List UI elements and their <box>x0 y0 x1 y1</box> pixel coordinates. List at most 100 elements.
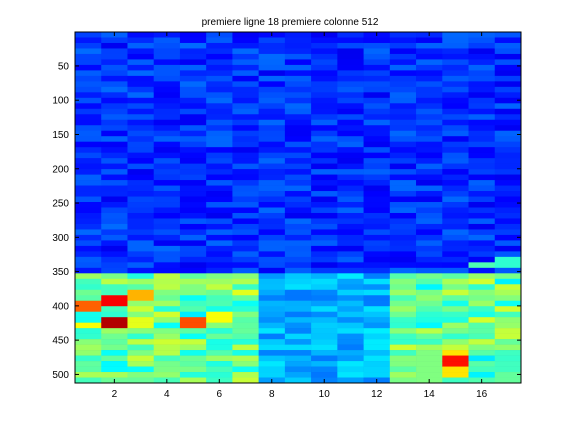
heatmap-cell <box>206 328 233 334</box>
x-tick-label: 14 <box>424 389 436 400</box>
heatmap-cell <box>258 37 286 44</box>
heatmap-cell <box>101 300 128 307</box>
heatmap-cell <box>311 59 338 66</box>
heatmap-cell <box>127 317 155 323</box>
heatmap-cell <box>101 191 128 197</box>
heatmap-cell <box>284 234 312 241</box>
heatmap-cell <box>389 229 417 236</box>
heatmap-cell <box>179 108 207 115</box>
heatmap-cell <box>494 130 522 137</box>
heatmap-cell <box>284 207 312 214</box>
heatmap-cell <box>101 64 128 71</box>
heatmap-cell <box>494 350 522 356</box>
x-axis-ticks: 2 4 6 8 10 12 14 16 <box>112 32 488 400</box>
heatmap-cell <box>389 70 417 77</box>
heatmap-cell <box>363 180 391 186</box>
heatmap-cell <box>153 169 181 175</box>
heatmap-cell <box>206 158 233 164</box>
y-tick-label: 50 <box>58 61 70 72</box>
heatmap-cell <box>206 196 233 203</box>
heatmap-cell <box>75 92 102 99</box>
heatmap-cell <box>258 180 286 186</box>
heatmap-cell <box>389 295 417 302</box>
heatmap-cell <box>311 234 338 241</box>
heatmap-cell <box>389 64 417 71</box>
heatmap-cell <box>311 278 338 285</box>
heatmap-cell <box>75 267 102 274</box>
heatmap-cell <box>389 59 417 66</box>
heatmap-cell <box>232 191 259 197</box>
heatmap-cell <box>284 48 312 55</box>
heatmap-cell <box>101 163 128 170</box>
heatmap-cell <box>468 207 496 214</box>
heatmap-cell <box>363 130 391 137</box>
heatmap-cell <box>179 70 207 77</box>
heatmap-cell <box>363 333 391 340</box>
heatmap-cell <box>153 223 181 230</box>
heatmap-cell <box>127 311 155 318</box>
heatmap-cell <box>468 75 496 82</box>
heatmap-cell <box>416 119 443 126</box>
heatmap-cell <box>127 125 155 132</box>
heatmap-cell <box>389 251 417 258</box>
heatmap-cell <box>232 284 259 291</box>
heatmap-cell <box>416 163 443 170</box>
heatmap-cell <box>389 278 417 285</box>
heatmap-cell <box>442 207 469 214</box>
heatmap-cell <box>416 355 443 362</box>
heatmap-cell <box>179 339 207 345</box>
heatmap-cell <box>494 92 522 99</box>
heatmap-cell <box>442 86 469 93</box>
heatmap-cell <box>337 59 364 66</box>
heatmap-cell <box>75 240 102 247</box>
heatmap-cell <box>206 125 233 132</box>
heatmap-cell <box>127 196 155 203</box>
heatmap-cell <box>101 333 128 340</box>
heatmap-cell <box>232 377 259 384</box>
heatmap-cell <box>468 81 496 88</box>
heatmap-cell <box>389 125 417 132</box>
heatmap-cell <box>258 48 286 55</box>
heatmap-cell <box>416 75 443 82</box>
heatmap-cell <box>337 251 364 258</box>
heatmap-cell <box>153 86 181 93</box>
heatmap-cell <box>101 174 128 181</box>
heatmap-cell <box>258 196 286 203</box>
heatmap-cell <box>75 339 102 345</box>
heatmap-cell <box>179 202 207 208</box>
heatmap-cell <box>363 311 391 318</box>
heatmap-cell <box>337 130 364 137</box>
heatmap-cell <box>337 119 364 126</box>
heatmap-cell <box>101 37 128 44</box>
heatmap-cell <box>284 328 312 334</box>
heatmap-cell <box>311 300 338 307</box>
heatmap-cell <box>416 147 443 153</box>
heatmap-cell <box>337 75 364 82</box>
heatmap-cell <box>75 344 102 351</box>
heatmap-cell <box>442 130 469 137</box>
heatmap-cell <box>153 284 181 291</box>
heatmap-cell <box>416 53 443 60</box>
heatmap-cell <box>258 240 286 247</box>
heatmap-cell <box>494 37 522 44</box>
heatmap-cell <box>494 152 522 159</box>
heatmap-cell <box>311 240 338 247</box>
heatmap-cell <box>101 125 128 132</box>
heatmap-cell <box>442 81 469 88</box>
heatmap-cell <box>101 273 128 280</box>
heatmap-cell <box>389 103 417 110</box>
heatmap-cell <box>258 262 286 269</box>
heatmap-cell <box>284 273 312 280</box>
heatmap-cell <box>258 256 286 263</box>
heatmap-cell <box>206 202 233 208</box>
heatmap-cell <box>494 322 522 329</box>
heatmap-cell <box>416 70 443 77</box>
heatmap-cell <box>206 333 233 340</box>
heatmap-cell <box>442 212 469 219</box>
heatmap-cell <box>494 75 522 82</box>
heatmap-cell <box>311 202 338 208</box>
heatmap-cell <box>206 97 233 104</box>
heatmap-cell <box>284 245 312 252</box>
heatmap-cell <box>75 289 102 296</box>
heatmap-cell <box>284 114 312 121</box>
